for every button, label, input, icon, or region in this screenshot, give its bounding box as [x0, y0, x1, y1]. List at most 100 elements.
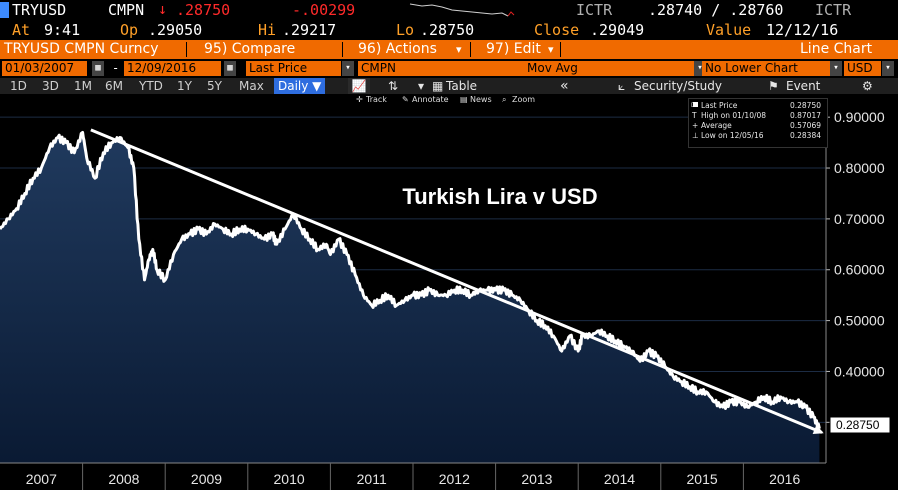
chart-style-dropdown-icon[interactable]: ▾: [418, 79, 425, 93]
zoom-tool[interactable]: Zoom: [512, 95, 536, 104]
last-price-swatch: [693, 102, 698, 107]
quote-source-2: ICTR: [815, 1, 852, 19]
source-field[interactable]: CMPN: [358, 61, 525, 76]
x-tick-label: 2013: [521, 471, 552, 487]
parameter-bar: 01/03/2007 ▦ - 12/09/2016 ▦ Last Price ▾…: [0, 60, 898, 78]
period-bar: 1D 3D 1M 6M YTD 1Y 5Y Max Daily ▼ 📈 ⇅ ▾ …: [0, 78, 898, 94]
frequency-select[interactable]: Daily ▼: [274, 78, 326, 94]
legend-high-value: 0.87017: [789, 111, 821, 120]
field-select[interactable]: Last Price: [246, 61, 341, 76]
period-1y[interactable]: 1Y: [177, 79, 192, 93]
high-label: Hi: [258, 21, 277, 39]
period-ytd[interactable]: YTD: [139, 79, 163, 93]
sub-toolbar: ✛ Track ✎ Annotate ▤ News ⌕ Zoom: [0, 94, 898, 107]
study-field[interactable]: Mov Avg: [524, 61, 695, 76]
chart-type-label[interactable]: Line Chart: [800, 41, 873, 57]
security-name[interactable]: TRYUSD CMPN Curncy: [4, 41, 159, 57]
time-label: At: [12, 21, 31, 39]
quote-row-1: TRYUSD CMPN ↓ .28750 -.00299 ICTR .28740…: [0, 0, 898, 20]
open-value: .29050: [148, 21, 203, 39]
ticker[interactable]: TRYUSD: [12, 1, 67, 19]
x-tick-label: 2014: [604, 471, 635, 487]
lower-chart-select[interactable]: No Lower Chart: [702, 61, 831, 76]
pricing-source: CMPN: [108, 1, 145, 19]
x-tick-label: 2010: [274, 471, 305, 487]
currency-dropdown-icon[interactable]: ▾: [882, 61, 894, 76]
period-1m[interactable]: 1M: [74, 79, 92, 93]
last-price-tag: 0.28750: [829, 416, 891, 434]
calendar-icon-end[interactable]: ▦: [224, 61, 236, 76]
high-value: .29217: [282, 21, 337, 39]
edit-menu[interactable]: 97) Edit: [486, 41, 541, 57]
value-date: 12/12/16: [766, 21, 839, 39]
actions-menu[interactable]: 96) Actions: [358, 41, 437, 57]
value-label: Value: [706, 21, 752, 39]
bid-ask: .28740 / .28760: [648, 1, 784, 19]
event-button[interactable]: Event: [786, 79, 821, 93]
average-marker-icon: +: [692, 121, 699, 130]
legend-avg-label: Average: [701, 121, 732, 130]
table-button[interactable]: Table: [446, 79, 478, 93]
start-date-field[interactable]: 01/03/2007: [2, 61, 87, 76]
news-icon: ▤: [460, 95, 468, 104]
price-line: [0, 130, 821, 430]
chart-legend: ⊡ Last Price 0.28750 T High on 01/10/08 …: [688, 98, 828, 148]
low-label: Lo: [396, 21, 415, 39]
bar-chart-icon[interactable]: ⇅: [388, 79, 399, 93]
zoom-icon: ⌕: [502, 95, 507, 104]
collapse-icon[interactable]: «: [560, 78, 569, 94]
x-axis-background: [0, 463, 898, 490]
x-tick-label: 2016: [769, 471, 800, 487]
y-tick-label: 0.90000: [834, 109, 885, 125]
table-icon[interactable]: ▦: [432, 79, 444, 93]
legend-high-label: High on 01/10/08: [701, 111, 767, 120]
quote-row-2: At 9:41 Op .29050 Hi .29217 Lo .28750 Cl…: [0, 20, 898, 40]
last-price: .28750: [176, 1, 231, 19]
actions-dropdown-icon: ▾: [456, 43, 462, 56]
line-chart-icon[interactable]: 📈: [348, 78, 370, 94]
calendar-icon[interactable]: ▦: [92, 61, 104, 76]
news-tool[interactable]: News: [470, 95, 492, 104]
y-tick-label: 0.60000: [834, 262, 885, 278]
track-icon: ✛: [356, 95, 363, 104]
legend-last-label: Last Price: [701, 101, 738, 110]
track-tool[interactable]: Track: [366, 95, 387, 104]
close-label: Close: [534, 21, 580, 39]
annotate-tool[interactable]: Annotate: [412, 95, 449, 104]
quote-source: ICTR: [576, 1, 613, 19]
end-date-field[interactable]: 12/09/2016: [124, 61, 221, 76]
legend-last-value: 0.28750: [789, 101, 821, 110]
x-tick-label: 2011: [357, 471, 387, 487]
price-chart[interactable]: 0.90000 0.80000 0.70000 0.60000 0.50000 0.400…: [0, 107, 898, 490]
low-value: .28750: [420, 21, 475, 39]
period-1d[interactable]: 1D: [10, 79, 27, 93]
intraday-sparkline: [409, 3, 515, 17]
field-dropdown-icon[interactable]: ▾: [342, 61, 354, 76]
chart-title: Turkish Lira v USD: [402, 184, 597, 209]
legend-avg-value: 0.57069: [789, 121, 821, 130]
y-tick-label: 0.70000: [834, 211, 885, 227]
x-tick-label: 2007: [26, 471, 57, 487]
x-tick-label: 2008: [108, 471, 139, 487]
period-5y[interactable]: 5Y: [207, 79, 222, 93]
lower-chart-dropdown-icon[interactable]: ▾: [830, 61, 842, 76]
ticker-marker: [0, 2, 9, 18]
net-change: -.00299: [292, 1, 356, 19]
x-tick-label: 2015: [687, 471, 718, 487]
x-axis: 2007 2008 2009 2010 2011 2012 2013 2014 2015 2016: [0, 462, 898, 490]
menu-bar: TRYUSD CMPN Curncy 95) Compare 96) Actio…: [0, 40, 898, 59]
period-6m[interactable]: 6M: [105, 79, 123, 93]
gear-icon[interactable]: ⚙: [862, 79, 873, 93]
event-flag-icon: ⚑: [768, 79, 779, 93]
legend-low-label: Low on 12/05/16: [701, 131, 764, 140]
security-study-icon: ⟀: [618, 79, 626, 93]
close-value: .29049: [590, 21, 645, 39]
y-tick-label: 0.50000: [834, 313, 885, 329]
x-tick-label: 2009: [191, 471, 222, 487]
period-3d[interactable]: 3D: [42, 79, 59, 93]
security-study-button[interactable]: Security/Study: [634, 79, 722, 93]
currency-select[interactable]: USD: [844, 61, 881, 76]
compare-menu[interactable]: 95) Compare: [204, 41, 296, 57]
open-label: Op: [120, 21, 139, 39]
period-max[interactable]: Max: [239, 79, 264, 93]
